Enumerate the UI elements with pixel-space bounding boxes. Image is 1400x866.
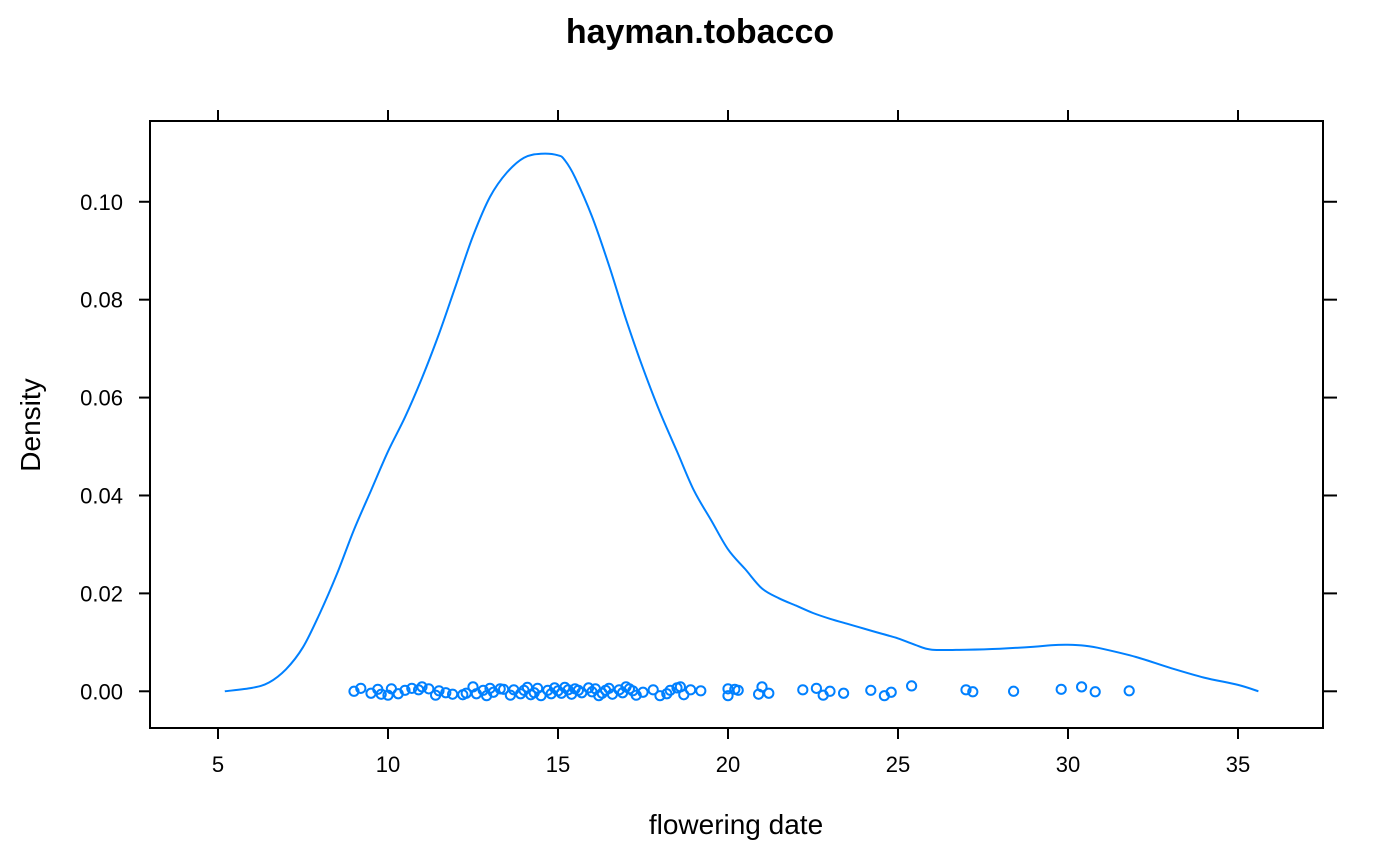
x-tick-label: 10 [376,752,400,777]
data-point [654,690,666,702]
y-axis: 0.00 0.02 0.04 0.06 0.08 0.10 [80,190,1337,704]
data-point [763,687,775,699]
x-axis-label: flowering date [649,809,823,840]
y-tick-label: 0.02 [80,581,123,606]
data-point [967,686,979,698]
data-point [722,690,734,702]
data-point [423,683,435,695]
data-point [722,683,734,695]
x-tick-label: 5 [212,752,224,777]
data-point [440,687,452,699]
data-point [732,684,744,696]
data-point [416,681,428,693]
data-point [756,681,768,693]
data-point [498,683,510,695]
y-tick-label: 0.10 [80,190,123,215]
data-point [824,685,836,697]
x-tick-label: 15 [546,752,570,777]
data-point [630,689,642,701]
data-point [348,685,360,697]
data-point [810,682,823,694]
data-point [695,685,707,697]
y-tick-label: 0.08 [80,288,123,313]
data-point [637,686,649,698]
data-point [535,690,547,702]
data-point [545,688,557,700]
data-point [460,687,472,699]
data-point [406,682,418,694]
y-axis-label: Density [15,378,46,471]
density-curve [224,152,1259,693]
data-point [906,680,918,692]
data-point [1055,683,1067,695]
data-points [348,680,1135,702]
y-tick-label: 0.04 [80,483,123,508]
data-point [661,688,673,700]
y-tick-label: 0.06 [80,386,123,411]
data-point [1123,685,1135,697]
data-point [375,688,387,700]
x-tick-label: 20 [716,752,740,777]
data-point [1089,686,1101,698]
data-point [1008,685,1020,697]
data-point [1076,681,1088,693]
x-tick-label: 25 [886,752,910,777]
data-point [542,684,554,696]
data-point [865,684,877,696]
data-point [515,688,527,700]
data-point [603,682,615,694]
data-point [447,688,459,700]
y-tick-label: 0.00 [80,679,123,704]
plot-frame [149,120,1324,729]
data-point [433,685,445,697]
chart-title: hayman.tobacco [566,13,834,51]
data-point [960,684,972,696]
data-point [355,682,367,694]
data-point [838,687,850,699]
data-point [664,684,676,696]
x-tick-label: 30 [1056,752,1080,777]
data-point [797,684,809,696]
x-axis: 5 10 15 20 25 30 35 [212,110,1250,777]
data-point [885,686,897,698]
x-tick-label: 35 [1226,752,1250,777]
data-point [685,684,697,696]
data-point [399,684,411,696]
data-point [647,684,659,696]
